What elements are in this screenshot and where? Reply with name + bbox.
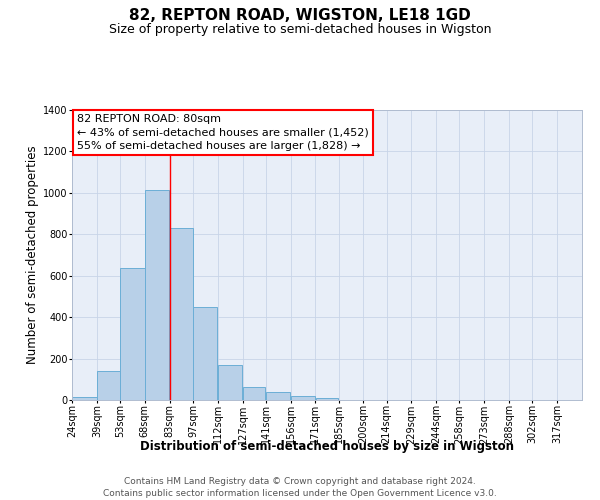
Text: Size of property relative to semi-detached houses in Wigston: Size of property relative to semi-detach… [109, 22, 491, 36]
Text: Contains HM Land Registry data © Crown copyright and database right 2024.: Contains HM Land Registry data © Crown c… [124, 478, 476, 486]
Y-axis label: Number of semi-detached properties: Number of semi-detached properties [26, 146, 39, 364]
Bar [120, 268, 145, 400]
Text: Distribution of semi-detached houses by size in Wigston: Distribution of semi-detached houses by … [140, 440, 514, 453]
Text: 82 REPTON ROAD: 80sqm
← 43% of semi-detached houses are smaller (1,452)
55% of s: 82 REPTON ROAD: 80sqm ← 43% of semi-deta… [77, 114, 369, 151]
Bar [291, 396, 315, 400]
Bar [316, 398, 338, 400]
Bar [218, 365, 242, 400]
Text: Contains public sector information licensed under the Open Government Licence v3: Contains public sector information licen… [103, 489, 497, 498]
Bar [243, 386, 265, 400]
Bar [97, 371, 120, 400]
Bar [145, 190, 169, 400]
Text: 82, REPTON ROAD, WIGSTON, LE18 1GD: 82, REPTON ROAD, WIGSTON, LE18 1GD [129, 8, 471, 22]
Bar [193, 307, 217, 400]
Bar [170, 228, 193, 400]
Bar [266, 392, 290, 400]
Bar [72, 397, 97, 400]
